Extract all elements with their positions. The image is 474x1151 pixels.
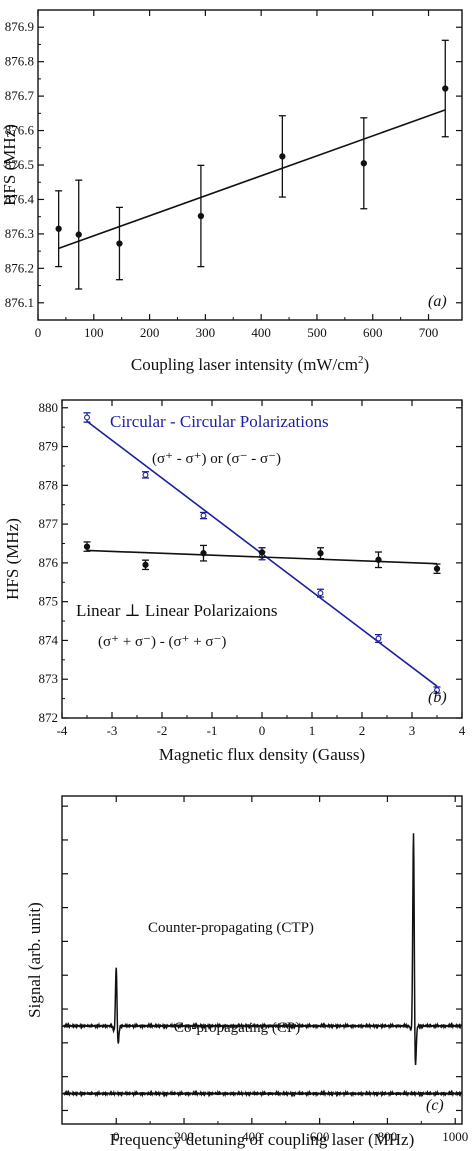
panel-c: 0 200 400 600 800 1000 Counter-propagating (C…: [25, 795, 468, 1149]
b-x-tick-label-7: 3: [409, 723, 416, 738]
b-x-tick-label-0: -4: [57, 723, 68, 738]
b-y-tick-label-2: 874: [39, 632, 59, 647]
b-y-tick-label-3: 875: [39, 594, 59, 609]
series-label-circular: Circular - Circular Polarizations: [110, 412, 329, 431]
c-x-tick-label-4: 800: [378, 1129, 398, 1144]
b-x-tick-label-2: -2: [157, 723, 168, 738]
panel-b: -4 -3 -2 -1 0 1 2 3 4 872 873 874 875 876 877 878 879 880…: [3, 399, 466, 764]
a-point-0: [55, 225, 62, 232]
panel-a: 0 100 200 300 400 500 600 700 876.1 876.2 876.3 876…: [0, 9, 463, 374]
a-y-tick-label-1: 876.2: [5, 260, 34, 275]
series-label-linear: Linear ⊥ Linear Polarizaions: [76, 601, 278, 620]
a-y-tick-label-2: 876.3: [5, 226, 34, 241]
b-ticks: -4 -3 -2 -1 0 1 2 3 4 872 873 874 875 876 877 878 879 880: [39, 400, 466, 738]
x-axis-title-a-main: Coupling laser intensity (mW/cm: [131, 355, 358, 374]
a-x-tick-label-4: 400: [251, 325, 271, 340]
b-s1-point-1: [142, 561, 149, 568]
a-y-tick-label-3: 876.4: [5, 191, 35, 206]
b-s1-point-6: [433, 565, 441, 572]
a-y-tick-label-7: 876.8: [5, 54, 34, 69]
x-axis-title-b: Magnetic flux density (Gauss): [159, 745, 365, 764]
y-axis-title-c: Signal (arb. unit): [25, 902, 44, 1018]
a-x-tick-label-7: 700: [419, 325, 439, 340]
a-x-tick-label-6: 600: [363, 325, 383, 340]
c-x-tick-label-0: 0: [113, 1129, 120, 1144]
panel-label-a: (a): [428, 293, 447, 310]
series-formula-circular: (σ⁺ - σ⁺) or (σ⁻ - σ⁻): [152, 451, 281, 467]
plot-frame-a: [37, 9, 463, 321]
b-s1-point-5: [375, 556, 382, 563]
a-x-tick-label-2: 200: [140, 325, 160, 340]
a-y-tick-label-5: 876.6: [5, 123, 35, 138]
y-axis-title-b: HFS (MHz): [3, 518, 22, 600]
b-y-tick-label-1: 873: [39, 671, 59, 686]
a-x-tick-label-3: 300: [196, 325, 216, 340]
series-formula-linear: (σ⁺ + σ⁻) - (σ⁺ + σ⁻): [98, 634, 226, 650]
b-s0-point-4: [317, 590, 324, 597]
b-y-tick-label-7: 879: [39, 439, 59, 454]
b-y-tick-label-6: 878: [39, 477, 59, 492]
b-x-tick-label-8: 4: [459, 723, 466, 738]
c-x-tick-label-3: 600: [310, 1129, 330, 1144]
series-label-ctp: Counter-propagating (CTP): [148, 920, 314, 936]
x-axis-title-a-end: ): [363, 355, 369, 374]
y-axis-title-a: HFS (MHz): [0, 124, 19, 206]
a-point-3: [197, 212, 205, 220]
b-y-tick-label-4: 876: [39, 555, 59, 570]
a-point-1: [75, 231, 82, 238]
c-x-tick-label-2: 400: [242, 1129, 262, 1144]
c-x-tick-label-5: 1000: [442, 1129, 468, 1144]
b-s0-point-6: [434, 687, 440, 694]
b-s1-point-0: [83, 543, 91, 550]
a-y-tick-label-6: 876.7: [5, 88, 35, 103]
b-s0-point-1: [142, 471, 149, 478]
b-s1-point-2: [200, 550, 207, 557]
c-x-tick-label-1: 200: [174, 1129, 194, 1144]
panel-label-c: (c): [426, 1097, 444, 1114]
a-x-tick-label-1: 100: [84, 325, 104, 340]
b-s1-point-4: [317, 550, 324, 557]
a-y-tick-label-4: 876.5: [5, 157, 34, 172]
b-x-tick-label-6: 2: [359, 723, 366, 738]
a-point-6: [442, 85, 449, 92]
a-point-5: [360, 160, 367, 167]
plot-frame-c: [61, 795, 463, 1125]
x-axis-title-a-sup: 2: [358, 354, 364, 366]
b-y-tick-label-0: 872: [39, 710, 59, 725]
b-y-tick-label-8: 880: [39, 400, 59, 415]
b-x-tick-label-3: -1: [207, 723, 218, 738]
a-ticks: 0 100 200 300 400 500 600 700 876.1 876.2 876.3 876…: [5, 10, 462, 340]
panel-label-b: (b): [428, 689, 447, 706]
c-data: [62, 833, 463, 1098]
b-y-tick-label-5: 877: [39, 516, 59, 531]
a-fit-line: [58, 109, 446, 250]
a-x-tick-label-0: 0: [35, 325, 42, 340]
series-label-cp: Co-propagating (CP): [174, 1020, 300, 1036]
c-series-line-0: [62, 833, 463, 1066]
b-data: [83, 412, 441, 694]
b-x-tick-label-4: 0: [259, 723, 266, 738]
b-s0-point-2: [200, 512, 207, 519]
x-axis-title-a: Coupling laser intensity (mW/cm2): [131, 354, 369, 374]
x-axis-title-c: Frequency detuning of coupling laser (MH…: [110, 1130, 415, 1149]
a-point-4: [279, 153, 286, 160]
a-x-tick-label-5: 500: [307, 325, 327, 340]
a-y-tick-label-8: 876.9: [5, 19, 34, 34]
b-s0-point-5: [375, 635, 382, 642]
b-x-tick-label-1: -3: [107, 723, 118, 738]
c-ticks: 0 200 400 600 800 1000: [62, 796, 468, 1144]
b-s1-point-3: [258, 549, 266, 556]
a-y-tick-label-0: 876.1: [5, 295, 34, 310]
b-s0-point-0: [84, 414, 90, 421]
b-x-tick-label-5: 1: [309, 723, 316, 738]
a-point-2: [116, 240, 123, 247]
c-series-line-1: [62, 1089, 463, 1098]
a-data: [55, 39, 449, 290]
